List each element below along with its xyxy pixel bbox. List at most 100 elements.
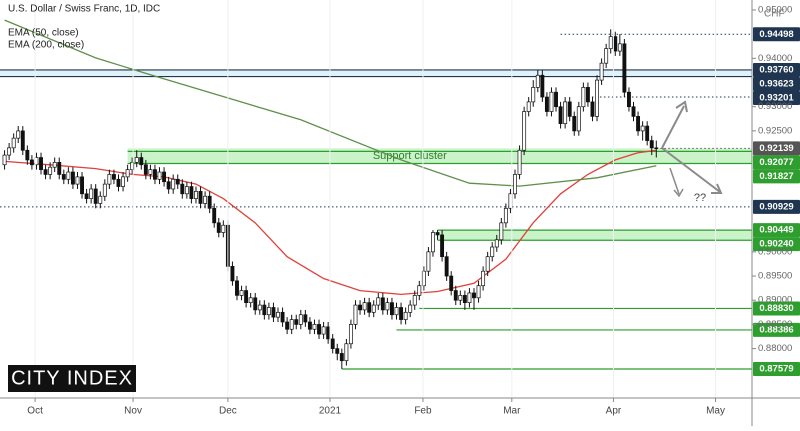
candle-body [20,130,25,151]
candle-body [421,270,426,287]
candle-body [513,174,517,195]
candle-body [303,314,308,323]
candle-body [517,149,522,175]
candle-body [622,43,627,93]
candle-body [458,295,463,301]
price-box [753,223,800,238]
y-tick-label: 0.90000 [758,246,792,257]
candle-body [289,319,294,330]
scenario-annotation: ?? [694,192,706,204]
candle-body [102,183,107,197]
candle-body [326,326,331,340]
projection-arrows [661,100,723,198]
candle-body [344,343,349,362]
price-box-label: 0.93760 [759,64,793,75]
candle-body [271,307,276,318]
candle-body [194,191,198,199]
price-box-label: 0.90929 [759,201,793,212]
candle-body [207,195,212,209]
candle-body [230,266,235,282]
candle-body [171,178,176,190]
candle-body [221,224,226,233]
currency-label: CHF [764,9,785,20]
candle-body [321,326,326,335]
y-tick-label: 0.95000 [758,4,792,15]
x-tick-label: 2021 [319,406,342,417]
price-box [753,322,800,337]
candle-body [654,147,659,149]
candle-body [57,162,62,175]
candle-body [604,48,609,64]
candle-body [111,174,116,180]
candle-body [253,297,258,311]
candle-body [453,290,458,301]
candle-body [244,290,249,303]
candle-body [276,311,280,318]
candle-body [362,302,367,311]
candle-body [481,270,486,287]
price-box-label: 0.94498 [759,29,793,40]
candle-body [426,251,431,272]
candle-body [613,36,618,52]
price-box-label: 0.93623 [759,78,793,89]
candle-body [203,195,208,204]
candle-body [522,111,527,151]
candle-body [599,62,604,81]
price-box-label: 0.88386 [759,324,793,335]
x-tick-label: Feb [414,406,432,417]
candle-body [376,297,381,306]
price-box [753,76,800,91]
candle-body [239,290,244,296]
candle-body [485,256,490,272]
candle-body [339,353,344,362]
candle-body [399,307,404,320]
candle-body [307,321,312,330]
candle-body [80,176,84,195]
candle-body [394,307,399,316]
candle-body [449,275,454,291]
candle-body [43,169,48,175]
candle-body [294,319,299,325]
legend-ema50: EMA (50, close) [8,28,79,39]
candle-body [435,232,440,236]
brand-text: CITY INDEX [11,367,133,389]
price-box-label: 0.91827 [759,171,793,182]
candle-body [52,162,57,168]
candle-body [235,280,239,296]
candle-body [66,171,71,180]
candle-body [490,246,495,258]
candle-body [153,169,157,180]
price-box [753,361,800,376]
candle-body [248,297,253,303]
candle-body [472,292,476,299]
candle-body [558,106,563,125]
price-box [753,301,800,316]
candle-body [98,195,103,204]
price-box [753,27,800,42]
candle-body [494,239,499,248]
candle-body [417,285,422,296]
x-tick-label: Mar [503,406,521,417]
candle-body [544,96,549,112]
candle-body [540,74,545,98]
candle-body [631,106,636,117]
candle-body [348,324,353,345]
candle-body [367,302,372,313]
candle-body [371,304,376,313]
candle-body [139,157,144,166]
y-tick-label: 0.89500 [758,271,792,282]
candle-body [462,295,467,303]
candle-body [134,157,139,163]
candle-body [116,178,121,187]
candle-body [216,222,221,233]
candle-body [576,106,581,132]
y-tick-label: 0.89000 [758,295,792,306]
candle-body [16,130,21,139]
candle-body [162,171,167,183]
candle-body [11,137,16,149]
candle-body [636,116,641,132]
x-tick-label: Dec [219,406,237,417]
brand-logo [8,365,136,392]
zone-label: Support cluster [373,150,447,162]
candle-body [554,91,558,108]
